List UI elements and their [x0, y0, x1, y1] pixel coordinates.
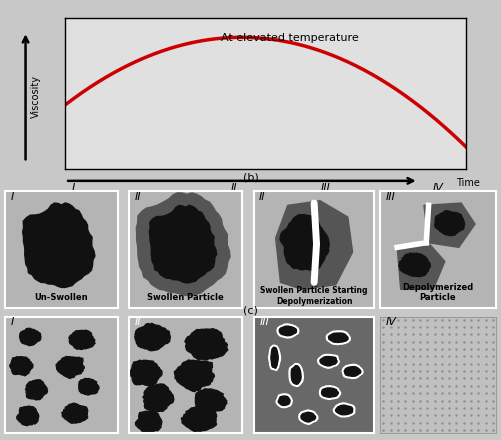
Polygon shape [278, 396, 290, 406]
Polygon shape [10, 357, 33, 376]
Polygon shape [344, 367, 361, 376]
Polygon shape [435, 211, 464, 235]
Polygon shape [291, 366, 301, 384]
Text: III: III [321, 183, 331, 193]
Polygon shape [320, 356, 337, 366]
Text: I: I [72, 183, 75, 193]
Polygon shape [26, 380, 48, 400]
Text: At elevated temperature: At elevated temperature [221, 33, 358, 43]
Polygon shape [301, 412, 316, 422]
Polygon shape [62, 403, 88, 423]
Text: III: III [386, 191, 395, 202]
Text: Viscosity: Viscosity [31, 75, 41, 118]
Polygon shape [195, 389, 227, 413]
Polygon shape [20, 328, 41, 345]
Polygon shape [329, 333, 348, 342]
Polygon shape [269, 345, 281, 370]
Polygon shape [149, 205, 217, 283]
Polygon shape [56, 356, 84, 378]
Text: I: I [11, 191, 14, 202]
Polygon shape [336, 405, 353, 415]
Polygon shape [135, 411, 162, 433]
Text: Swollen Particle Starting
Depolymerization: Swollen Particle Starting Depolymerizati… [261, 286, 368, 306]
Polygon shape [23, 203, 95, 287]
Polygon shape [174, 360, 214, 392]
Text: I: I [11, 317, 14, 327]
Polygon shape [271, 347, 278, 368]
Polygon shape [280, 215, 329, 270]
Polygon shape [276, 394, 292, 408]
Polygon shape [277, 324, 299, 338]
Polygon shape [181, 407, 216, 432]
Polygon shape [289, 363, 304, 386]
Polygon shape [69, 330, 95, 349]
Polygon shape [17, 406, 39, 425]
Polygon shape [130, 360, 162, 386]
Polygon shape [276, 201, 353, 290]
Polygon shape [333, 403, 355, 417]
Text: Un-Swollen: Un-Swollen [35, 293, 88, 302]
Text: II: II [230, 183, 236, 193]
Polygon shape [322, 388, 338, 397]
Text: Time: Time [456, 179, 480, 188]
Polygon shape [79, 378, 99, 395]
Polygon shape [279, 326, 297, 336]
Polygon shape [135, 323, 170, 351]
Polygon shape [320, 386, 341, 400]
Text: Depolymerized
Particle: Depolymerized Particle [402, 283, 473, 302]
Text: IV: IV [432, 183, 443, 193]
Text: (c): (c) [243, 305, 258, 315]
Polygon shape [397, 240, 445, 290]
Text: II: II [135, 317, 141, 327]
Text: IV: IV [386, 317, 396, 327]
Polygon shape [299, 410, 318, 424]
Text: III: III [260, 317, 270, 327]
Polygon shape [424, 203, 475, 247]
Text: (b): (b) [242, 172, 259, 182]
Text: II: II [259, 191, 266, 202]
Polygon shape [399, 253, 430, 276]
Polygon shape [318, 355, 339, 368]
Text: Swollen Particle: Swollen Particle [147, 293, 224, 302]
Polygon shape [185, 329, 228, 360]
Polygon shape [143, 384, 174, 411]
Polygon shape [136, 193, 230, 296]
Text: II: II [135, 191, 141, 202]
Polygon shape [342, 364, 363, 378]
Polygon shape [326, 331, 350, 345]
